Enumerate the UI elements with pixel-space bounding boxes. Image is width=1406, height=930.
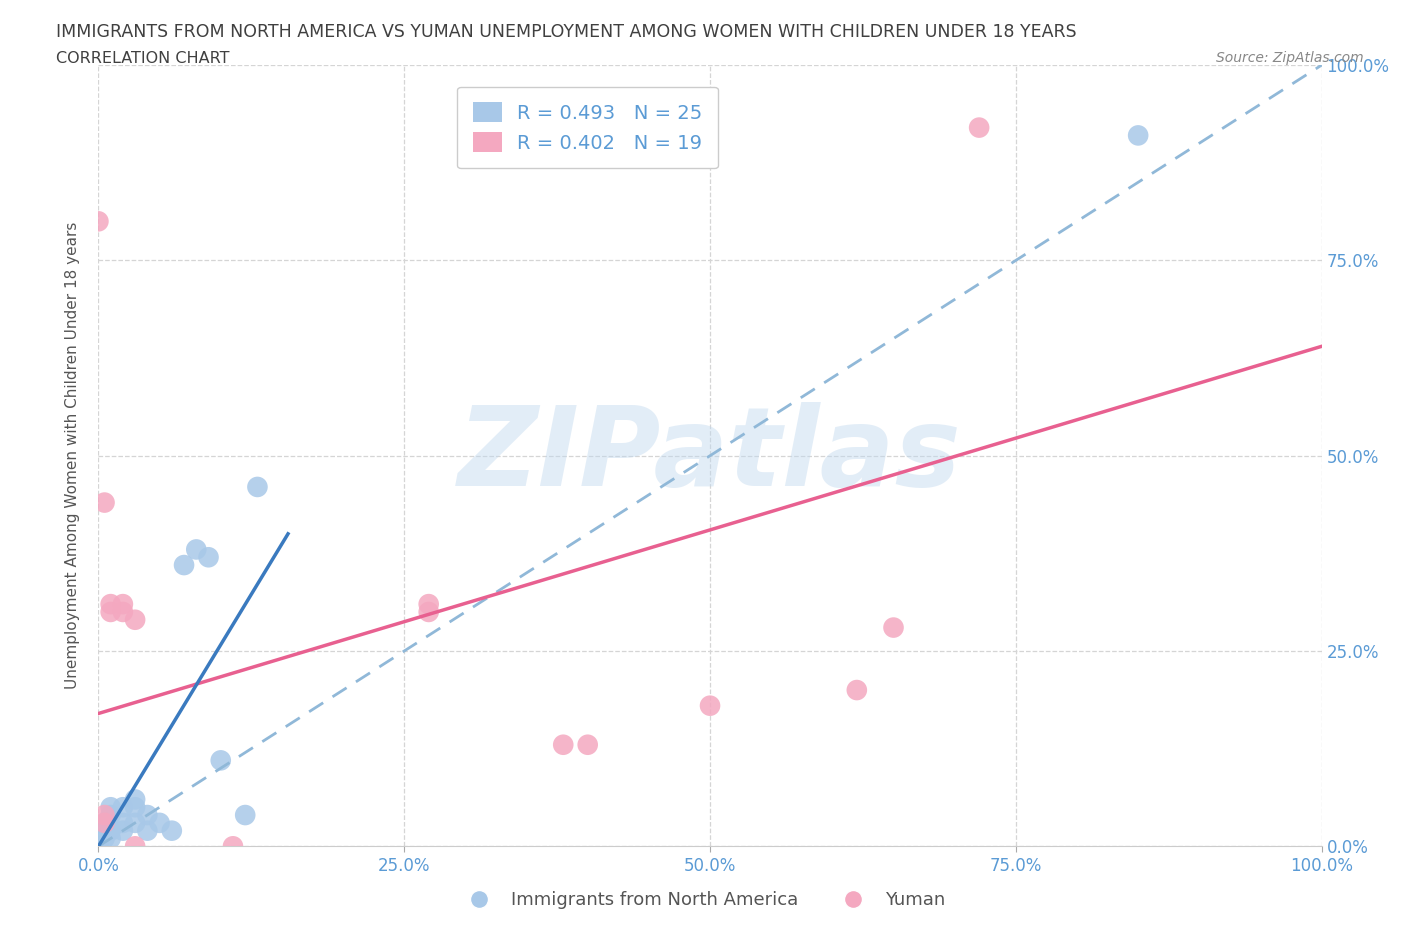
Point: [100, 597, 122, 612]
Point: [845, 683, 868, 698]
Point: [111, 816, 134, 830]
Text: Source: ZipAtlas.com: Source: ZipAtlas.com: [1216, 51, 1364, 65]
Point: [124, 792, 146, 807]
Point: [246, 480, 269, 495]
Point: [100, 831, 122, 846]
Point: [576, 737, 599, 752]
Point: [100, 807, 122, 822]
Point: [149, 816, 172, 830]
Point: [160, 823, 183, 838]
Legend: Immigrants from North America, Yuman: Immigrants from North America, Yuman: [453, 884, 953, 916]
Point: [93, 807, 115, 822]
Point: [124, 839, 146, 854]
Point: [699, 698, 721, 713]
Point: [93, 831, 115, 846]
Point: [87, 839, 110, 854]
Text: CORRELATION CHART: CORRELATION CHART: [56, 51, 229, 66]
Point: [233, 807, 256, 822]
Point: [136, 823, 159, 838]
Point: [124, 816, 146, 830]
Point: [93, 816, 115, 830]
Point: [93, 823, 115, 838]
Point: [100, 604, 122, 619]
Point: [136, 807, 159, 822]
Point: [1128, 128, 1150, 143]
Point: [186, 542, 208, 557]
Point: [87, 214, 110, 229]
Point: [111, 604, 134, 619]
Point: [967, 120, 990, 135]
Legend: R = 0.493   N = 25, R = 0.402   N = 19: R = 0.493 N = 25, R = 0.402 N = 19: [457, 86, 718, 168]
Point: [93, 495, 115, 510]
Point: [111, 800, 134, 815]
Point: [209, 753, 232, 768]
Point: [100, 823, 122, 838]
Point: [197, 550, 219, 565]
Point: [93, 816, 115, 830]
Point: [124, 612, 146, 627]
Point: [124, 800, 146, 815]
Point: [111, 823, 134, 838]
Point: [222, 839, 245, 854]
Text: IMMIGRANTS FROM NORTH AMERICA VS YUMAN UNEMPLOYMENT AMONG WOMEN WITH CHILDREN UN: IMMIGRANTS FROM NORTH AMERICA VS YUMAN U…: [56, 23, 1077, 41]
Point: [111, 597, 134, 612]
Point: [418, 604, 440, 619]
Point: [418, 597, 440, 612]
Point: [883, 620, 905, 635]
Text: ZIPatlas: ZIPatlas: [458, 402, 962, 510]
Point: [553, 737, 575, 752]
Point: [100, 800, 122, 815]
Y-axis label: Unemployment Among Women with Children Under 18 years: Unemployment Among Women with Children U…: [65, 222, 80, 689]
Point: [173, 558, 195, 573]
